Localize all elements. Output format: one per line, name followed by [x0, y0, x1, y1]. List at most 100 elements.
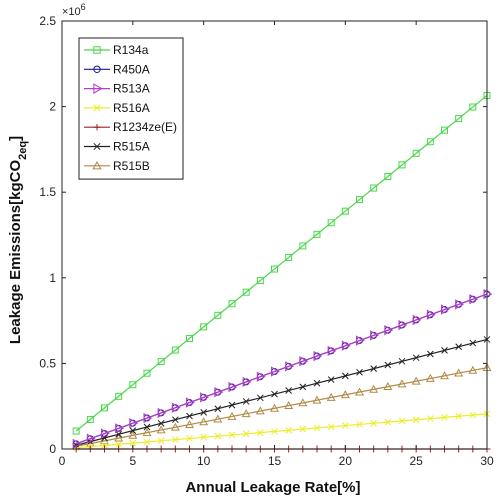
- marker-triangle-right: [384, 325, 394, 336]
- series-line: [76, 367, 488, 447]
- marker-square: [256, 277, 264, 285]
- axes: [61, 20, 488, 450]
- marker-x: [299, 383, 307, 391]
- x-tick-label: 20: [339, 454, 353, 468]
- marker-x: [157, 437, 165, 445]
- marker-square: [129, 381, 137, 389]
- y-exponent-power: 6: [81, 2, 86, 12]
- y-tick-label: 2.5: [39, 14, 56, 28]
- legend-entry: R515B: [84, 159, 150, 173]
- marker-x: [327, 423, 335, 431]
- marker-triangle-right: [313, 350, 323, 362]
- series-r513a: [72, 288, 493, 450]
- marker-x: [129, 427, 137, 434]
- marker-triangle-right: [270, 366, 280, 377]
- marker-x: [271, 428, 278, 435]
- marker-triangle-up: [255, 406, 265, 415]
- legend-label: R513A: [113, 82, 150, 96]
- marker-x: [384, 361, 392, 369]
- marker-square: [441, 126, 448, 134]
- marker-square: [469, 103, 477, 111]
- marker-x: [93, 142, 101, 151]
- marker-x: [384, 418, 392, 426]
- marker-square: [242, 288, 250, 296]
- marker-triangle-right: [242, 376, 252, 388]
- marker-triangle-up: [128, 430, 138, 439]
- marker-triangle-right: [285, 361, 294, 372]
- legend-entry: R513A: [84, 82, 150, 96]
- marker-triangle-up: [383, 382, 393, 391]
- marker-square: [200, 323, 208, 331]
- marker-x: [200, 433, 208, 441]
- marker-square: [143, 369, 151, 377]
- marker-triangle-right: [398, 319, 408, 331]
- marker-square: [186, 334, 193, 342]
- marker-circle: [93, 65, 101, 74]
- marker-triangle-up: [199, 417, 209, 426]
- x-tick-label: 0: [59, 454, 66, 468]
- marker-triangle-up: [425, 373, 435, 382]
- marker-square: [285, 253, 293, 261]
- y-axis-title-main: Leakage Emissions[kgCO: [7, 160, 24, 345]
- marker-triangle-up: [213, 414, 223, 423]
- marker-triangle-right: [100, 428, 110, 439]
- marker-square: [171, 346, 179, 354]
- marker-triangle-right: [483, 288, 493, 300]
- marker-x: [455, 343, 463, 351]
- marker-x: [412, 416, 420, 424]
- marker-triangle-right: [214, 387, 224, 398]
- marker-x: [341, 422, 349, 429]
- marker-x: [200, 409, 208, 416]
- marker-triangle-up: [468, 365, 478, 374]
- marker-square: [214, 311, 222, 319]
- marker-x: [455, 412, 463, 420]
- tick-labels: 0 5 10 15 20 25 30 0 0.5 1 1.5 2 2.5: [39, 14, 494, 468]
- y-tick-label: 2: [49, 100, 56, 114]
- marker-x: [157, 419, 165, 427]
- marker-square: [455, 115, 463, 123]
- marker-triangle-right: [355, 335, 365, 346]
- legend-label: R1234ze(E): [113, 120, 177, 134]
- marker-square: [93, 46, 101, 54]
- marker-x: [143, 438, 151, 446]
- marker-square: [115, 392, 123, 400]
- marker-triangle-right: [469, 294, 479, 305]
- marker-triangle-up: [340, 390, 350, 399]
- marker-x: [398, 417, 406, 425]
- marker-triangle-up: [156, 425, 166, 434]
- legend-entry: R450A: [84, 62, 150, 76]
- marker-square: [412, 149, 420, 157]
- marker-square: [356, 196, 363, 204]
- marker-x: [356, 368, 363, 376]
- x-tick-label: 5: [129, 454, 136, 468]
- marker-x: [228, 401, 236, 409]
- marker-square: [157, 358, 165, 366]
- marker-triangle-right: [228, 381, 238, 393]
- marker-triangle-right: [86, 433, 96, 444]
- marker-x: [313, 424, 321, 432]
- series-line: [75, 95, 488, 432]
- marker-triangle-up: [227, 411, 237, 420]
- marker-square: [370, 184, 378, 192]
- marker-x: [341, 372, 349, 380]
- legend-entry: R516A: [84, 101, 150, 115]
- marker-x: [101, 442, 108, 449]
- marker-x: [242, 398, 250, 405]
- x-axis-title: Annual Leakage Rate[%]: [185, 479, 360, 496]
- marker-triangle-up: [142, 428, 152, 437]
- series-r515b: [71, 363, 492, 450]
- marker-triangle-right: [299, 356, 309, 367]
- marker-x: [469, 411, 477, 419]
- series-r515a: [72, 336, 491, 449]
- marker-x: [143, 423, 151, 431]
- legend-label: R515B: [113, 159, 150, 173]
- marker-x: [299, 425, 307, 433]
- legend-label: R450A: [113, 62, 150, 76]
- legend-entry: R515A: [84, 140, 150, 154]
- marker-triangle-right: [200, 392, 209, 403]
- marker-x: [129, 439, 137, 447]
- marker-x: [313, 379, 321, 387]
- marker-triangle-up: [270, 403, 279, 412]
- marker-square: [271, 265, 278, 273]
